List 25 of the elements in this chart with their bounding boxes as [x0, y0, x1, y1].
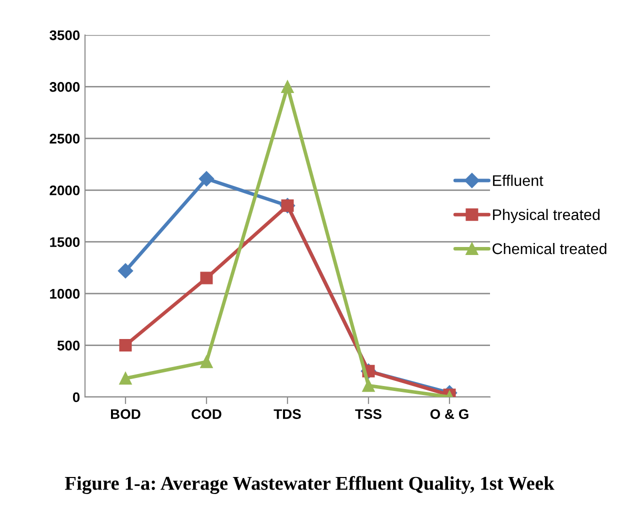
point [281, 80, 294, 93]
legend-label: Chemical treated [492, 242, 606, 254]
legend-label: Effluent [493, 174, 544, 186]
y-tick-label: 500 [57, 340, 80, 350]
point [200, 356, 213, 368]
legend-label: Physical treated [493, 208, 600, 224]
x-tick-label: O & G [430, 409, 468, 420]
y-tick-label: 2000 [50, 185, 80, 196]
y-tick-label: 2500 [50, 134, 80, 144]
x-tick-label: BOD [110, 409, 140, 420]
y-tick-label: 0 [72, 392, 80, 402]
x-tick-label: COD [192, 409, 222, 420]
point [118, 263, 134, 278]
y-tick-label: 3000 [50, 82, 80, 92]
y-tick-label: 1500 [50, 237, 80, 248]
point [362, 379, 375, 392]
point [119, 372, 132, 385]
point [198, 171, 214, 186]
x-tick-label: TDS [274, 409, 301, 420]
x-tick-label: TSS [355, 409, 382, 420]
y-tick-label: 1000 [50, 288, 80, 299]
y-tick-label: 3500 [50, 30, 80, 40]
point [119, 339, 132, 352]
text: Figure 1-a: Average Wastewater Effluent Quality, 1st Week [64, 476, 554, 494]
point [200, 272, 213, 284]
